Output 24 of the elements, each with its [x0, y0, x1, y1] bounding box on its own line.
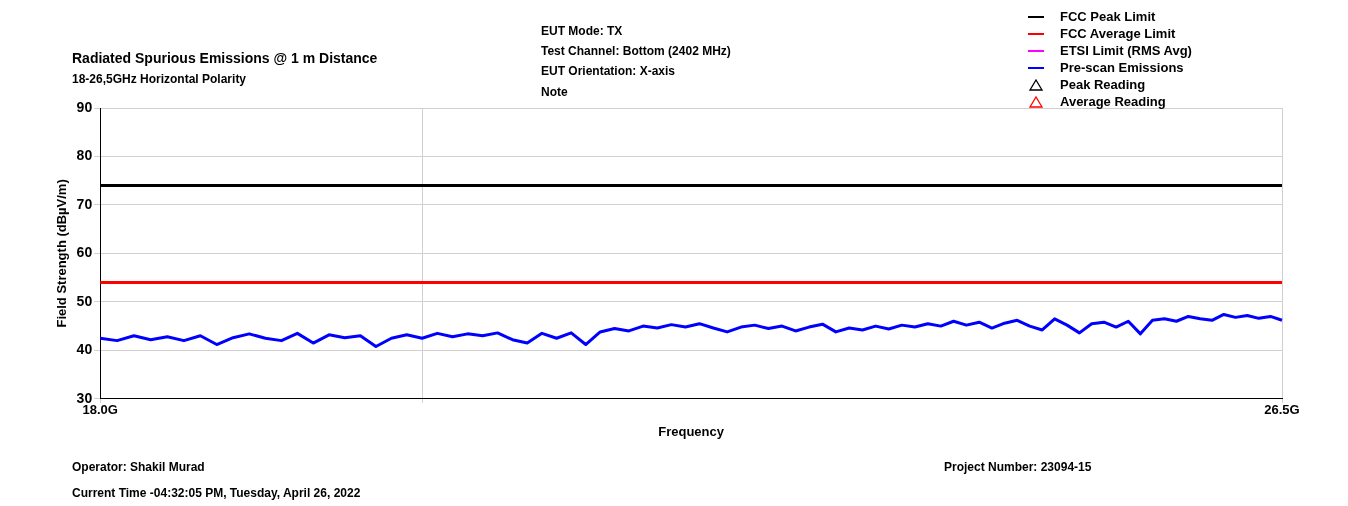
chart-title: Radiated Spurious Emissions @ 1 m Distance [72, 50, 378, 66]
text: EUT Mode: TX [541, 24, 623, 38]
text: Test Channel: Bottom (2402 MHz) [541, 44, 731, 58]
y-tick-label: 60 [76, 244, 93, 261]
legend-label: FCC Average Limit [1060, 26, 1176, 41]
text: Project Number: 23094-15 [944, 460, 1092, 474]
text: Current Time -04:32:05 PM, Tuesday, April 26, 2022 [72, 486, 361, 500]
y-tick-label: 50 [76, 292, 93, 309]
legend-label: Average Reading [1060, 94, 1166, 109]
text: EUT Orientation: X-axis [541, 64, 676, 78]
legend-label: ETSI Limit (RMS Avg) [1060, 43, 1192, 58]
x-axis-title: Frequency [658, 423, 725, 439]
y-tick-label: 80 [76, 147, 93, 164]
y-tick-label: 70 [76, 195, 93, 212]
legend-label: Pre-scan Emissions [1060, 60, 1184, 75]
text: Note [541, 85, 568, 99]
x-tick-label: 26.5G [1264, 402, 1300, 418]
y-axis-title: Field Strength (dBµV/m) [54, 179, 70, 328]
legend-label: Peak Reading [1060, 77, 1146, 92]
chart-subtitle: 18-26,5GHz Horizontal Polarity [72, 72, 247, 86]
y-tick-label: 40 [76, 341, 93, 358]
legend-label: FCC Peak Limit [1060, 9, 1156, 24]
y-tick-label: 90 [76, 98, 93, 115]
text: Operator: Shakil Murad [72, 460, 205, 474]
